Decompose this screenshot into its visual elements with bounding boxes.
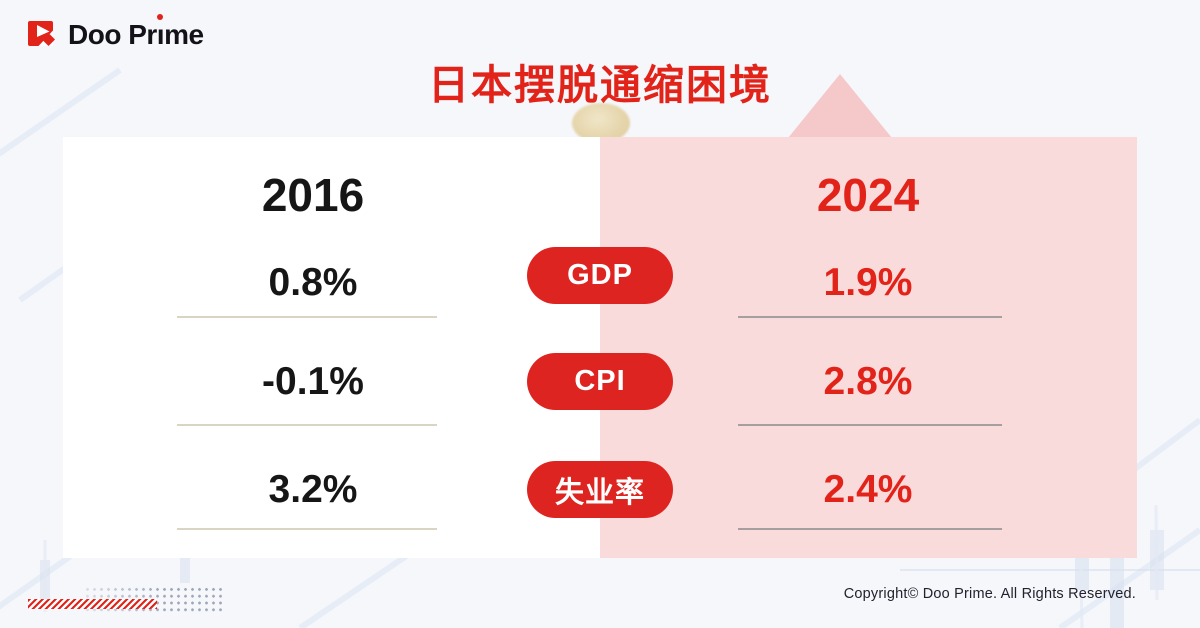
- underline-right-row1: [738, 316, 1002, 318]
- gdp-value-2024: 1.9%: [823, 261, 913, 304]
- doo-prime-logo-icon: [28, 21, 55, 46]
- coin-decor: [572, 103, 630, 143]
- cpi-value-2024: 2.8%: [823, 360, 913, 403]
- underline-left-row2: [177, 424, 437, 426]
- gdp-value-2016: 0.8%: [268, 261, 358, 304]
- underline-right-row2: [738, 424, 1002, 426]
- column-header-2016: 2016: [261, 169, 365, 221]
- doo-prime-logo: Doo Pr ı me: [28, 20, 204, 50]
- red-hatch-bar-decor: [28, 599, 157, 609]
- logo-wordmark: Doo Pr ı me: [68, 21, 204, 49]
- panel-2024: [600, 137, 1137, 558]
- up-arrow-decor: [788, 74, 892, 138]
- metric-pill-cpi: CPI: [527, 353, 673, 410]
- column-header-2024: 2024: [816, 169, 920, 221]
- underline-left-row3: [177, 528, 437, 530]
- logo-text-prefix: Doo Pr: [68, 19, 157, 50]
- unemployment-value-2016: 3.2%: [268, 468, 358, 511]
- metric-pill-unemployment: 失业率: [527, 461, 673, 518]
- panel-2016: [63, 137, 600, 558]
- page-title: 日本摆脱通缩困境: [428, 62, 772, 108]
- logo-text-suffix: me: [164, 19, 204, 50]
- logo-letter-i-red-dot: ı: [156, 19, 165, 50]
- underline-left-row1: [177, 316, 437, 318]
- metric-pill-gdp: GDP: [527, 247, 673, 304]
- cpi-value-2016: -0.1%: [262, 360, 364, 403]
- underline-right-row3: [738, 528, 1002, 530]
- unemployment-value-2024: 2.4%: [823, 468, 913, 511]
- copyright-text: Copyright© Doo Prime. All Rights Reserve…: [843, 586, 1136, 602]
